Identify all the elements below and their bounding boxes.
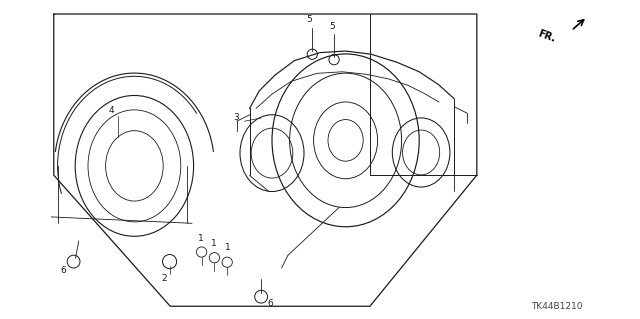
Text: 6: 6 bbox=[60, 266, 66, 275]
Text: 1: 1 bbox=[225, 243, 231, 252]
Text: 5: 5 bbox=[330, 22, 335, 31]
Text: 3: 3 bbox=[234, 113, 239, 122]
Text: 2: 2 bbox=[161, 274, 167, 283]
Text: FR.: FR. bbox=[537, 29, 557, 44]
Text: 1: 1 bbox=[211, 239, 217, 248]
Text: 4: 4 bbox=[109, 106, 115, 115]
Text: TK44B1210: TK44B1210 bbox=[531, 302, 582, 311]
Text: 5: 5 bbox=[306, 15, 312, 24]
Text: 6: 6 bbox=[268, 299, 273, 308]
Text: 1: 1 bbox=[198, 234, 204, 243]
